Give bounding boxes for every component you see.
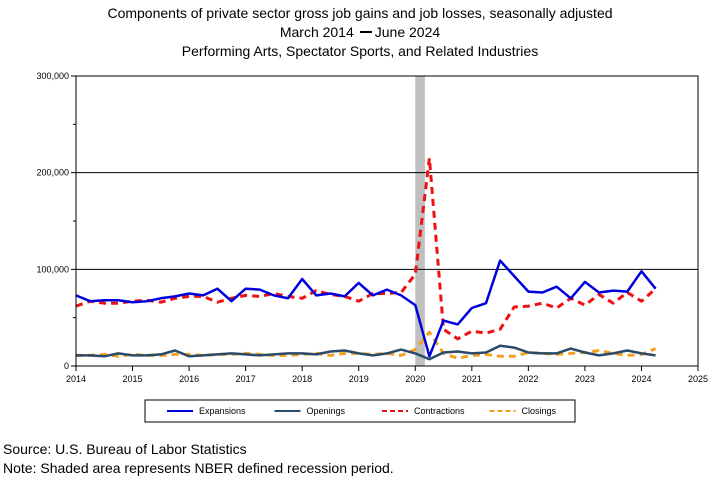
x-tick-label: 2015 [123, 374, 143, 384]
x-tick-label: 2019 [349, 374, 369, 384]
x-tick-label: 2021 [462, 374, 482, 384]
x-tick-label: 2022 [518, 374, 538, 384]
legend-label-expansions: Expansions [199, 406, 246, 416]
recession-band [415, 76, 425, 366]
x-tick-label: 2018 [292, 374, 312, 384]
legend: Expansions Openings Contractions Closings [144, 399, 576, 423]
date-range-start: March 2014 [279, 24, 354, 40]
source-note: Source: U.S. Bureau of Labor Statistics [3, 441, 247, 457]
chart-date-range: March 2014 June 2024 [0, 23, 720, 42]
plot-frame [75, 75, 699, 367]
chart-subtitle: Performing Arts, Spectator Sports, and R… [181, 43, 539, 59]
recession-note: Note: Shaded area represents NBER define… [3, 460, 394, 476]
x-tick-label: 2016 [179, 374, 199, 384]
legend-label-openings: Openings [307, 406, 346, 416]
x-tick-label: 2025 [688, 374, 708, 384]
x-tick-label: 2024 [631, 374, 651, 384]
chart-title: Components of private sector gross job g… [107, 5, 613, 21]
legend-label-closings: Closings [522, 406, 557, 416]
x-tick-label: 2017 [236, 374, 256, 384]
date-range-end: June 2024 [374, 24, 441, 40]
x-tick-label: 2020 [405, 374, 425, 384]
series-line-contractions [75, 156, 657, 341]
line-chart: 0 100,000 200,000 300,000 2014 2015 2016 2017 20… [36, 71, 708, 423]
y-tick-label: 200,000 [36, 168, 69, 178]
range-dash [359, 31, 372, 34]
y-tick-label: 300,000 [36, 71, 69, 81]
x-tick-label: 2014 [66, 374, 86, 384]
y-tick-label: 0 [64, 361, 69, 371]
y-tick-label: 100,000 [36, 264, 69, 274]
chart-titles: Components of private sector gross job g… [0, 4, 720, 61]
series-line-openings [76, 344, 656, 361]
x-tick-label: 2023 [575, 374, 595, 384]
legend-box [144, 399, 576, 423]
legend-label-contractions: Contractions [414, 406, 465, 416]
series-line-expansions [75, 259, 657, 358]
